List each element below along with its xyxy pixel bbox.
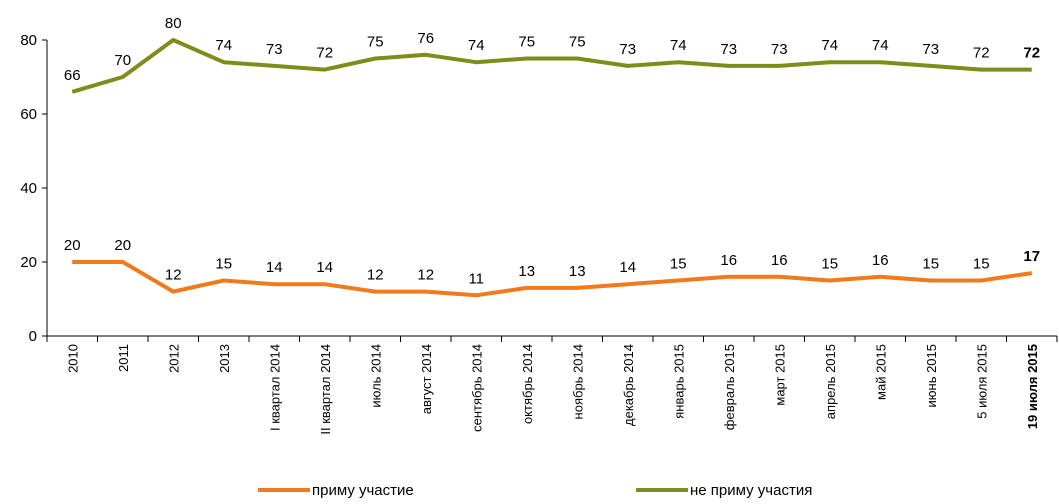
value-label: 20 — [64, 237, 81, 254]
value-label: 75 — [518, 34, 535, 51]
x-tick-label: 2012 — [166, 344, 181, 373]
x-tick-label: август 2014 — [419, 344, 434, 414]
x-tick-label: декабрь 2014 — [621, 344, 636, 426]
value-label: 12 — [165, 267, 182, 284]
value-label: 15 — [821, 256, 838, 273]
x-tick-label: февраль 2015 — [722, 344, 737, 430]
x-tick-label: 2011 — [116, 344, 131, 372]
y-tick-label: 40 — [20, 180, 37, 197]
x-tick-label: март 2015 — [772, 344, 787, 406]
value-label: 74 — [872, 37, 889, 54]
x-tick-label: 19 июля 2015 — [1025, 344, 1040, 429]
legend-label: не приму участия — [690, 482, 812, 499]
value-label: 73 — [619, 41, 636, 58]
value-label: 11 — [468, 270, 484, 287]
y-tick-label: 60 — [20, 106, 37, 123]
value-label: 74 — [468, 37, 485, 54]
legend-label: приму участие — [312, 482, 414, 499]
x-tick-label: II квартал 2014 — [318, 344, 333, 435]
value-label: 16 — [771, 252, 788, 269]
x-tick-label: январь 2015 — [671, 344, 686, 419]
value-label: 12 — [417, 267, 434, 284]
value-label: 66 — [64, 67, 81, 84]
value-label: 75 — [569, 34, 586, 51]
value-label: 75 — [367, 34, 384, 51]
value-label: 15 — [670, 256, 687, 273]
value-label: 15 — [215, 256, 232, 273]
value-label: 70 — [114, 52, 131, 69]
value-label: 74 — [670, 37, 687, 54]
value-label: 74 — [215, 37, 232, 54]
value-label: 76 — [417, 30, 434, 47]
value-label: 15 — [973, 256, 990, 273]
x-tick-label: сентябрь 2014 — [469, 344, 484, 432]
value-label: 72 — [1023, 45, 1040, 62]
value-label: 73 — [266, 41, 283, 58]
value-label: 14 — [619, 259, 636, 276]
y-tick-label: 80 — [20, 32, 37, 49]
x-tick-label: июль 2014 — [368, 344, 383, 408]
line — [71, 38, 1032, 94]
value-label: 72 — [316, 45, 333, 62]
value-label: 73 — [922, 41, 939, 58]
value-label: 14 — [316, 259, 333, 276]
value-label: 20 — [114, 237, 131, 254]
x-tick-label: 5 июля 2015 — [974, 344, 989, 419]
value-label: 80 — [165, 15, 182, 32]
value-label: 73 — [720, 41, 737, 58]
value-label: 16 — [720, 252, 737, 269]
x-tick-label: I квартал 2014 — [267, 344, 282, 431]
value-label: 13 — [569, 263, 586, 280]
x-tick-label: апрель 2015 — [823, 344, 838, 419]
value-label: 13 — [518, 263, 535, 280]
value-label: 72 — [973, 45, 990, 62]
x-tick-label: 2013 — [217, 344, 232, 373]
value-label: 16 — [872, 252, 889, 269]
value-label: 74 — [821, 37, 838, 54]
line — [72, 260, 1033, 298]
x-tick-label: июнь 2015 — [924, 344, 939, 408]
value-label: 15 — [922, 256, 939, 273]
x-tick-label: октябрь 2014 — [520, 344, 535, 424]
y-tick-label: 20 — [20, 254, 37, 271]
value-label: 12 — [367, 267, 384, 284]
y-tick-label: 0 — [29, 328, 37, 345]
x-tick-label: ноябрь 2014 — [570, 344, 585, 419]
x-tick-label: 2010 — [65, 344, 80, 373]
value-label: 17 — [1023, 248, 1040, 265]
x-tick-label: май 2015 — [873, 344, 888, 400]
value-label: 73 — [771, 41, 788, 58]
value-label: 14 — [266, 259, 283, 276]
